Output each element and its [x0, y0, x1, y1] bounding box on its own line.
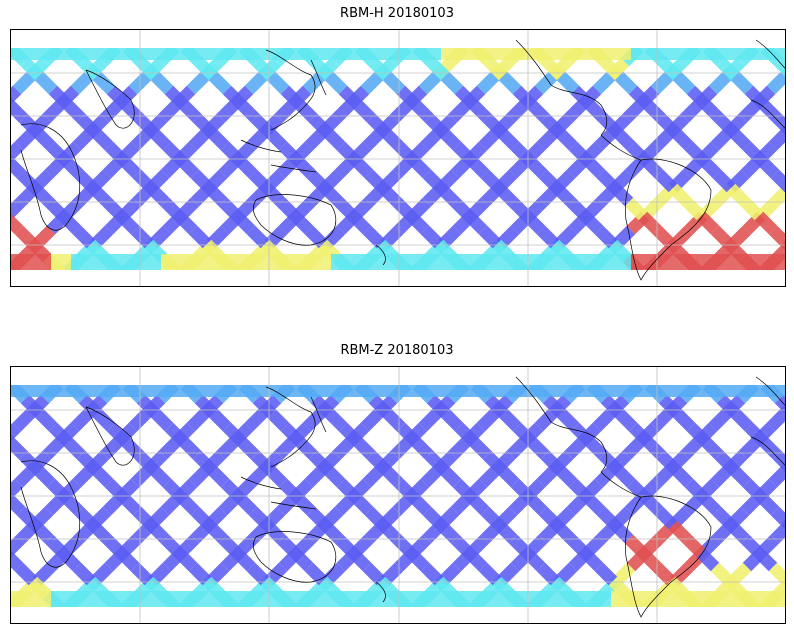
map-canvas-rbm-h	[11, 30, 785, 286]
coastline-outline	[20, 376, 785, 618]
gridlines	[11, 30, 785, 286]
map-panel-rbm-z	[10, 366, 786, 624]
panel-title-rbm-z: RBM-Z 20180103	[340, 343, 454, 358]
satellite-swaths	[11, 48, 785, 270]
map-canvas-rbm-z	[11, 367, 785, 623]
satellite-swaths	[11, 385, 785, 607]
panel-title-rbm-h: RBM-H 20180103	[340, 6, 454, 21]
coastline-outline	[20, 39, 785, 281]
map-panel-rbm-h	[10, 29, 786, 287]
